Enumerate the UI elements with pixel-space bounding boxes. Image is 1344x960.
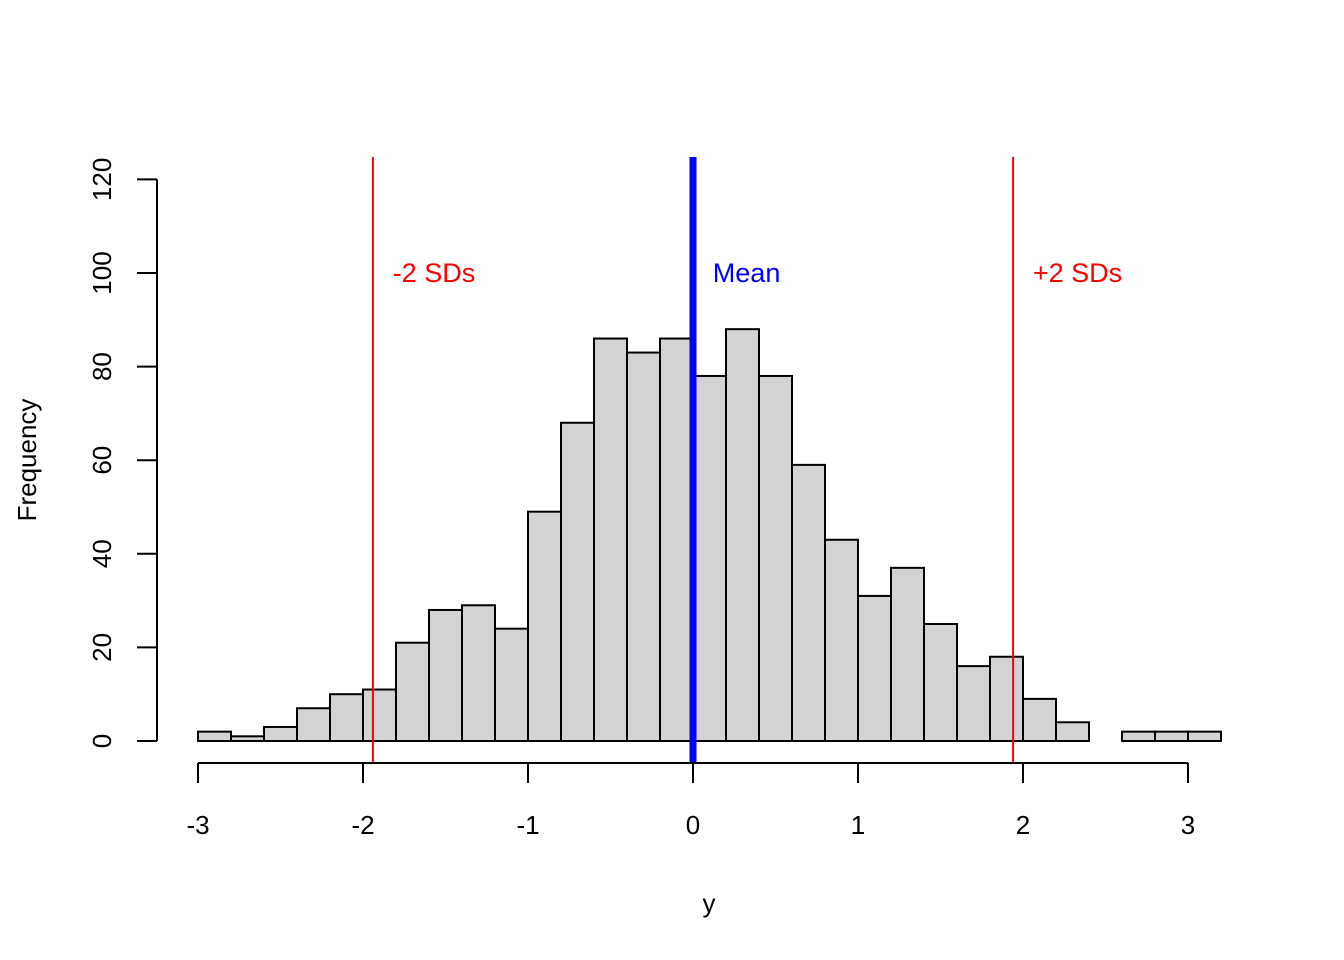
- x-tick-label: -1: [516, 810, 539, 840]
- y-tick-label: 120: [87, 158, 117, 201]
- x-axis-title: y: [703, 888, 716, 918]
- histogram-bar: [626, 351, 661, 742]
- histogram-bar: [923, 623, 958, 742]
- histogram-bar: [362, 688, 397, 743]
- histogram-bar: [758, 374, 793, 742]
- y-tick-label: 80: [87, 352, 117, 381]
- y-axis: 0 20 40 60 80 100 120: [87, 158, 158, 748]
- histogram-bar: [263, 725, 298, 743]
- histogram-bar: [1121, 730, 1156, 743]
- x-tick-label: 3: [1181, 810, 1195, 840]
- histogram-bar: [956, 665, 991, 742]
- y-tick-label: 0: [87, 734, 117, 748]
- x-tick-label: -3: [186, 810, 209, 840]
- reference-lines-group: -2 SDs Mean +2 SDs: [371, 157, 1122, 763]
- histogram-bar: [791, 463, 826, 742]
- x-tick-label: 1: [851, 810, 865, 840]
- histogram-bar: [725, 328, 760, 742]
- histogram-bar: [1022, 697, 1057, 743]
- reference-line-label: Mean: [713, 258, 781, 288]
- histogram-bar: [230, 735, 265, 743]
- bars-group: [197, 328, 1222, 743]
- y-tick-label: 100: [87, 251, 117, 294]
- histogram-bar: [1154, 730, 1189, 743]
- y-tick-label: 40: [87, 539, 117, 568]
- y-axis-title: Frequency: [12, 399, 42, 522]
- x-tick-label: -2: [351, 810, 374, 840]
- histogram-bar: [1055, 721, 1090, 743]
- histogram-bar: [395, 641, 430, 742]
- histogram-bar: [890, 566, 925, 743]
- y-tick-label: 20: [87, 633, 117, 662]
- histogram-bar: [692, 374, 727, 742]
- reference-line-label: -2 SDs: [393, 258, 476, 288]
- histogram-bar: [989, 655, 1024, 743]
- histogram-bar: [527, 510, 562, 742]
- x-tick-label: 0: [686, 810, 700, 840]
- histogram-bar: [593, 337, 628, 742]
- reference-line-label: +2 SDs: [1033, 258, 1122, 288]
- histogram-bar: [461, 604, 496, 743]
- histogram-bar: [857, 594, 892, 742]
- histogram-bar: [329, 693, 364, 743]
- histogram-bar: [824, 538, 859, 743]
- x-tick-label: 2: [1016, 810, 1030, 840]
- histogram-bar: [197, 730, 232, 743]
- histogram-bar: [494, 627, 529, 742]
- histogram-bar: [659, 337, 694, 742]
- histogram-bar: [296, 707, 331, 742]
- y-tick-label: 60: [87, 446, 117, 475]
- histogram-bar: [428, 608, 463, 743]
- histogram-bar: [560, 421, 595, 742]
- histogram-bar: [1187, 730, 1222, 743]
- x-axis: -3 -2 -1 0 1 2 3: [186, 762, 1195, 840]
